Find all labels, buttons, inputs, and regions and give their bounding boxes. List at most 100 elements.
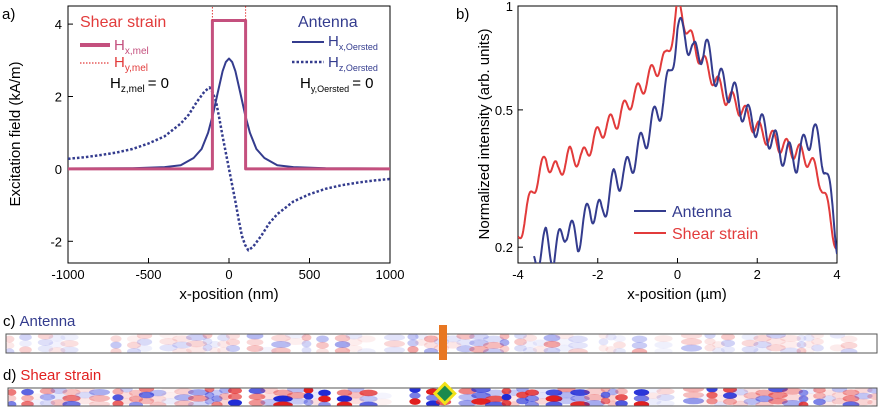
panel-d-wave-cell <box>228 399 242 406</box>
panel-d-wave-cell <box>714 395 727 403</box>
panel-c-wave-cell <box>681 344 702 352</box>
panel-d: d) Shear strain <box>3 367 878 407</box>
panel-d-wave-cell <box>615 400 628 406</box>
panel-d-wave-cell <box>138 391 155 399</box>
panel-d-wave-cell <box>188 389 209 396</box>
panel-d-wave-cell <box>174 400 194 406</box>
panel-c-wave-cell <box>415 334 428 340</box>
panel-d-wave-cell <box>112 394 124 401</box>
panel-d-wave-cell <box>768 391 788 399</box>
panel-d-wave-cell <box>782 388 803 395</box>
panel-c-wave-cell <box>469 334 489 341</box>
panel-d-wave-cell <box>471 392 491 399</box>
panel-c-wave-cell <box>127 335 141 343</box>
panel-d-wave-cell <box>75 397 95 405</box>
panel-c-wave-cell <box>159 334 178 339</box>
panel-d-wave-cell <box>39 388 56 395</box>
panel-c-title: c) Antenna <box>3 313 76 330</box>
panel-c-heatmap <box>6 334 858 353</box>
panel-d-wave-cell <box>188 401 209 406</box>
panel-d-wave-cell <box>732 388 749 396</box>
panel-d-wave-cell <box>501 393 512 401</box>
panel-d-wave-cell <box>62 400 81 406</box>
panel-c-wave-cell <box>499 345 510 353</box>
panel-d-wave-cell <box>303 388 314 394</box>
panel-d-wave-cell <box>516 388 529 393</box>
panel-c-wave-cell <box>704 344 716 352</box>
panel-d-wave-cell <box>525 401 539 406</box>
panel-c-wave-cell <box>334 341 351 349</box>
panel-d-wave-cell <box>813 388 826 394</box>
panel-c-wave-cell <box>424 341 438 349</box>
panel-c-wave-cell <box>271 334 291 342</box>
panel-c-wave-cell <box>543 340 561 348</box>
panel-d-wave-cell <box>347 388 365 393</box>
panel-c-wave-cell <box>345 345 363 352</box>
panel-c-wave-cell <box>796 334 807 342</box>
panel-c-wave-cell <box>6 341 15 349</box>
panel-d-wave-cell <box>248 393 266 401</box>
panel-d-wave-cell <box>805 393 817 400</box>
panel-c-wave-cell <box>654 335 673 343</box>
panel-d-wave-cell <box>570 401 590 406</box>
panel-c-wave-cell <box>456 345 475 353</box>
panel-c-wave-cell <box>514 334 527 340</box>
panel-d-wave-cell <box>75 388 95 393</box>
panel-c-wave-cell <box>523 347 537 353</box>
panel-d-wave-cell <box>21 388 34 396</box>
panel-c-wave-cell <box>840 342 858 349</box>
panel-c-wave-cell <box>780 341 801 349</box>
panel-c-wave-cell <box>598 344 609 352</box>
panel-c-wave-cell <box>555 338 574 346</box>
panel-c-wave-cell <box>424 348 438 353</box>
panel-d-wave-cell <box>570 395 590 402</box>
panel-c-wave-cell <box>681 334 702 339</box>
panel-d-wave-cell <box>471 388 491 393</box>
panel-c-wave-cell <box>499 339 510 347</box>
panel-d-wave-cell <box>8 401 17 406</box>
panel-d-wave-cell <box>409 392 421 399</box>
panel-d-wave-cell <box>584 400 605 406</box>
panel-b-x-tick-label: -4 <box>512 267 524 282</box>
panel-c-wave-cell <box>424 335 438 343</box>
panel-d-wave-cell <box>287 388 308 393</box>
panel-c-wave-cell <box>681 338 702 346</box>
panel-a-y-ticks: -2 0 2 4 <box>50 17 73 249</box>
panel-c-wave-cell <box>301 340 312 348</box>
panel-c-wave-cell <box>523 334 537 342</box>
panel-d-wave-cell <box>867 393 877 400</box>
panel-d-wave-cell <box>607 388 619 396</box>
panel-c-wave-cell <box>217 346 230 353</box>
antenna-marker <box>439 325 447 360</box>
panel-d-wave-cell <box>683 397 704 405</box>
panel-c-wave-cell <box>796 341 807 349</box>
panel-d-wave-cell <box>854 388 873 394</box>
panel-c-wave-cell <box>780 335 801 342</box>
panel-d-wave-cell <box>723 398 737 405</box>
panel-c-wave-cell <box>19 340 32 348</box>
panel-b-x-tick-label: 0 <box>674 267 681 282</box>
panel-c-wave-cell <box>829 344 846 352</box>
panel-d-wave-cell <box>854 398 873 406</box>
panel-a-x-tick-label: -500 <box>135 267 161 282</box>
panel-c-wave-cell <box>407 334 419 341</box>
hx-oersted-line <box>68 57 390 170</box>
panel-a: a) -1000 -500 0 500 1000 -2 0 2 4 x-position (n… <box>2 5 404 303</box>
panel-d-wave-cell <box>798 401 809 406</box>
panel-c-wave-cell <box>721 334 735 341</box>
panel-d-wave-cell <box>359 389 378 397</box>
panel-c-wave-cell <box>555 344 574 352</box>
panel-c-wave-cell <box>840 335 858 343</box>
panel-c-wave-cell <box>172 347 192 353</box>
panel-d-title: d) Shear strain <box>3 367 101 384</box>
panel-c-wave-cell <box>543 334 561 342</box>
panel-c-wave-cell <box>19 334 32 341</box>
panel-c-wave-cell <box>384 334 405 341</box>
panel-b-x-tick-label: -2 <box>592 267 604 282</box>
panel-c-wave-cell <box>357 348 376 353</box>
panel-c-wave-cell <box>741 339 759 347</box>
panel-d-wave-cell <box>287 398 308 405</box>
panel-d-wave-cell <box>161 388 180 393</box>
panel-c-wave-cell <box>780 347 801 353</box>
panel-c-wave-cell <box>127 341 141 349</box>
